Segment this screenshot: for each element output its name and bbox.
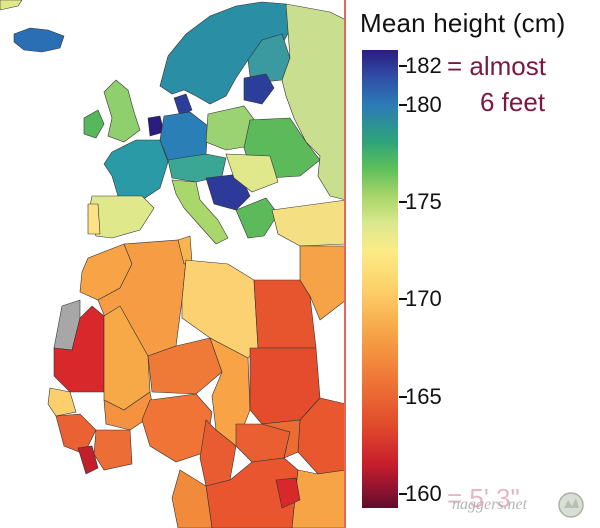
- colorbar-tick: [399, 103, 407, 106]
- region-iceland: [13, 27, 65, 53]
- region-uk: [103, 79, 141, 143]
- colorbar-tick: [399, 395, 407, 398]
- region-greenland: [0, 0, 23, 11]
- colorbar-tick-label: 175: [405, 189, 442, 215]
- region-south-sudan: [261, 419, 301, 459]
- region-sierra-leone: [77, 445, 99, 475]
- region-portugal: [87, 203, 101, 235]
- region-guinea: [55, 413, 97, 455]
- annotation-top-line1: = almost: [447, 51, 546, 81]
- region-greece: [235, 197, 279, 239]
- region-middle-east: [299, 245, 346, 321]
- region-romania: [225, 153, 279, 193]
- colorbar-tick: [399, 201, 407, 204]
- colorbar-tick-label: 170: [405, 286, 442, 312]
- region-senegal: [47, 387, 77, 417]
- colorbar-tick-label: 160: [405, 481, 442, 507]
- annotation-top-line2: 6 feet: [480, 87, 546, 117]
- region-turkey: [271, 199, 346, 247]
- region-baltics: [243, 73, 275, 105]
- region-russia: [281, 3, 346, 201]
- annotation-bottom: = 5' 3": [447, 483, 520, 513]
- region-egypt: [253, 279, 317, 349]
- region-gabon: [171, 469, 213, 528]
- region-congo: [205, 457, 299, 528]
- colorbar-tick: [399, 493, 407, 496]
- divider-line: [344, 0, 346, 528]
- region-france: [103, 139, 169, 201]
- choropleth-map: [0, 0, 346, 528]
- region-denmark: [173, 93, 193, 117]
- region-ivory-coast: [93, 429, 133, 471]
- watermark-logo-icon: [558, 492, 584, 518]
- legend-title: Mean height (cm): [360, 8, 566, 38]
- colorbar-tick-label: 182: [405, 52, 442, 78]
- colorbar-tick: [399, 298, 407, 301]
- colorbar-tick: [399, 64, 407, 67]
- region-italy: [171, 179, 229, 245]
- colorbar: [362, 50, 398, 508]
- colorbar-tick-label: 180: [405, 91, 442, 117]
- region-nigeria: [141, 393, 213, 463]
- colorbar-tick-label: 165: [405, 383, 442, 409]
- region-ireland: [83, 109, 105, 139]
- region-kenya: [291, 469, 346, 528]
- region-uganda: [275, 477, 301, 509]
- watermark-text: naggers.net: [452, 496, 528, 513]
